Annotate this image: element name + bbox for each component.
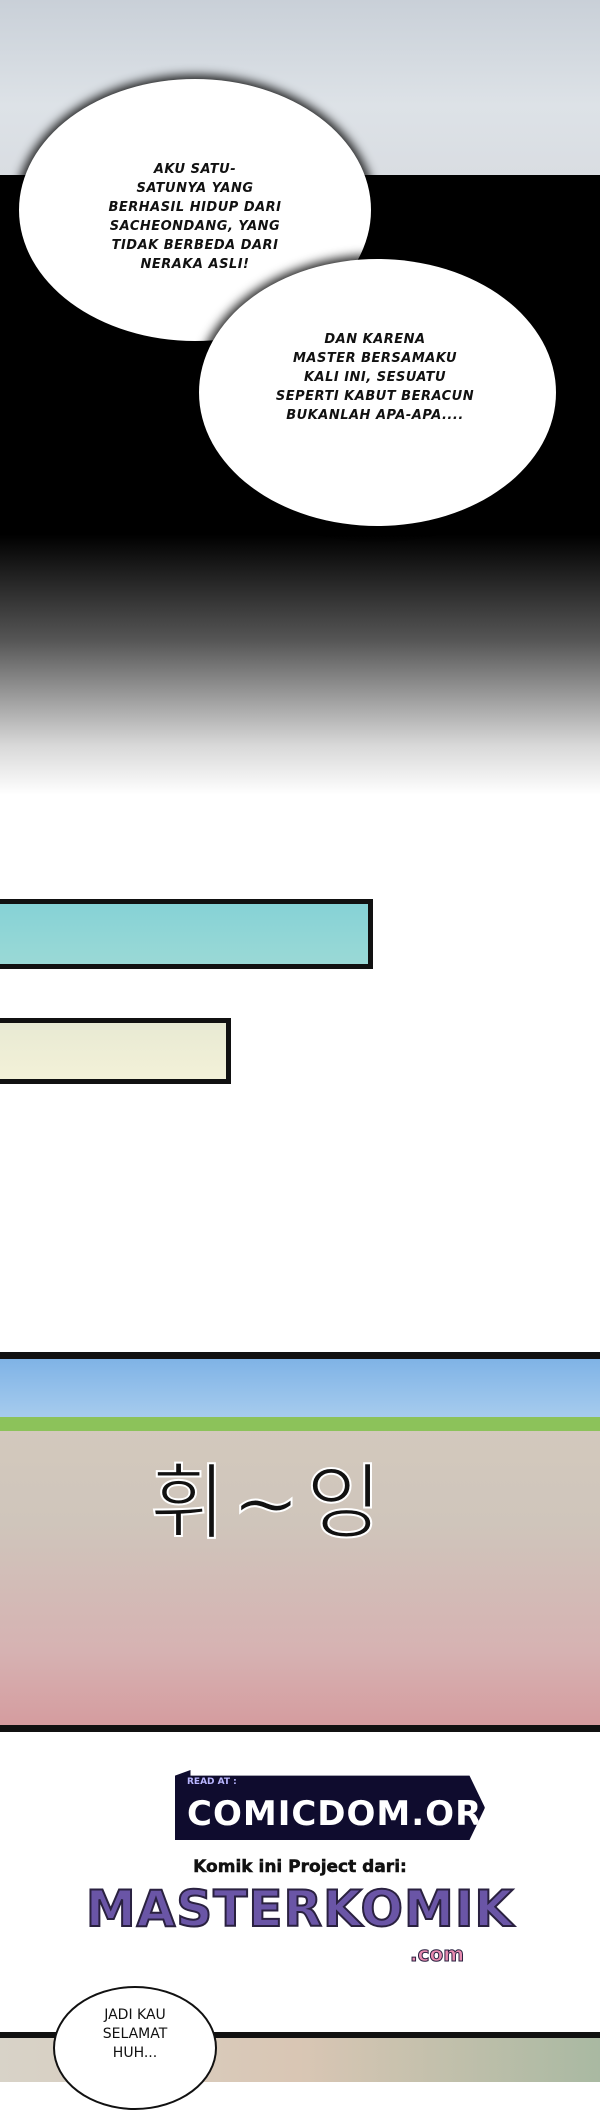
comicdom-site: COMICDOM.ORG xyxy=(187,1794,512,1834)
masterkomik-logo: MASTERKOMIK xyxy=(85,1879,515,1939)
text-line: AKU SATU- xyxy=(153,162,237,177)
text-line: DAN KARENA xyxy=(324,332,426,347)
project-label: Komik ini Project dari: xyxy=(193,1857,407,1878)
text-line: SELAMAT xyxy=(102,2026,168,2042)
cream-panel-strip xyxy=(0,1018,231,1084)
text-line: MASTER BERSAMAKU xyxy=(292,351,458,366)
text-line: SATUNYA YANG xyxy=(136,181,254,196)
bubble-2-text: DAN KARENA MASTER BERSAMAKU KALI INI, SE… xyxy=(240,330,510,425)
text-line: BERHASIL HIDUP DARI xyxy=(108,200,282,215)
text-line: SACHEONDANG, YANG xyxy=(109,219,281,234)
text-line: TIDAK BERBEDA DARI xyxy=(111,238,279,253)
text-line: NERAKA ASLI! xyxy=(140,257,250,272)
text-line: HUH... xyxy=(112,2045,158,2061)
sound-effect: 휘~잉 xyxy=(149,1455,388,1552)
grass-strip xyxy=(0,1417,600,1431)
speech-bubble-2 xyxy=(205,265,550,520)
text-line: JADI KAU xyxy=(104,2007,166,2023)
comicdom-banner: READ AT : COMICDOM.ORG xyxy=(175,1770,485,1840)
bubble-1-text: AKU SATU- SATUNYA YANG BERHASIL HIDUP DA… xyxy=(80,160,310,274)
text-line: KALI INI, SESUATU xyxy=(303,370,447,385)
masterkomik-suffix: .com xyxy=(409,1942,465,1967)
read-at-label: READ AT : xyxy=(187,1777,237,1787)
text-line: SEPERTI KABUT BERACUN xyxy=(275,389,475,404)
text-line: BUKANLAH APA-APA.... xyxy=(286,408,464,423)
rock-cliff-panel: 휘~잉 xyxy=(0,1352,600,1732)
speech-bubble-3: JADI KAU SELAMAT HUH... xyxy=(53,1986,217,2110)
cyan-panel-strip xyxy=(0,899,373,969)
